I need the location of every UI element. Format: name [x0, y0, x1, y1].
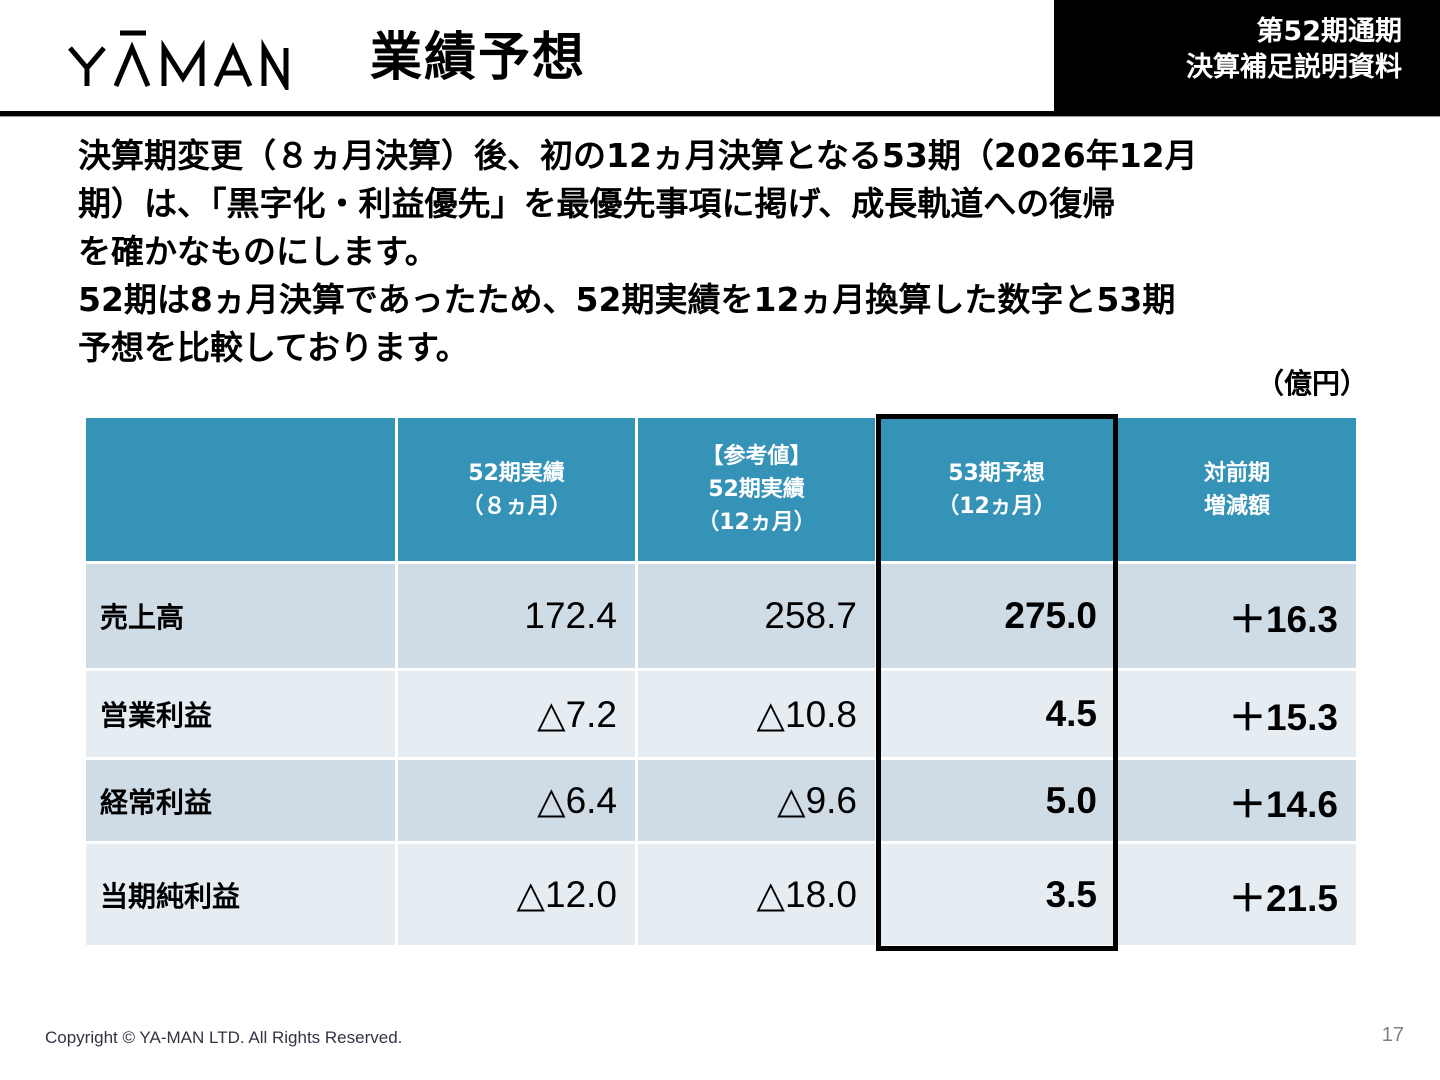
- report-badge-line2: 決算補足説明資料: [1186, 52, 1402, 83]
- yaman-logo-icon: [68, 30, 289, 90]
- cell-actual-8m: △7.2: [398, 671, 638, 760]
- cell-actual-12m-ref: △10.8: [638, 671, 878, 760]
- cell-actual-12m-ref: △9.6: [638, 760, 878, 844]
- table-header-row: 52期実績 （８ヵ月） 【参考値】 52期実績 （12ヵ月） 53期予想 （12…: [86, 418, 1356, 564]
- cell-yoy-change: ＋15.3: [1118, 671, 1356, 760]
- header-divider: [0, 111, 1440, 116]
- intro-line: 期）は、「黒字化・利益優先」を最優先事項に掲げ、成長軌道への復帰: [78, 184, 1116, 223]
- table-row: 営業利益 △7.2 △10.8 4.5 ＋15.3: [86, 671, 1356, 760]
- intro-line: 52期は8ヵ月決算であったため、52期実績を12ヵ月換算した数字と53期: [78, 280, 1176, 319]
- cell-forecast-53: 3.5: [878, 844, 1118, 948]
- header-cell-52-actual-12m-ref: 【参考値】 52期実績 （12ヵ月）: [638, 418, 878, 564]
- slide-header: 業績予想 第52期通期 決算補足説明資料: [0, 0, 1440, 117]
- cell-forecast-53: 275.0: [878, 564, 1118, 671]
- table-row: 経常利益 △6.4 △9.6 5.0 ＋14.6: [86, 760, 1356, 844]
- cell-actual-12m-ref: 258.7: [638, 564, 878, 671]
- cell-forecast-53: 5.0: [878, 760, 1118, 844]
- intro-line: を確かなものにします。: [78, 232, 438, 271]
- row-label: 売上高: [86, 564, 398, 671]
- cell-actual-8m: 172.4: [398, 564, 638, 671]
- header-cell-52-actual-8m: 52期実績 （８ヵ月）: [398, 418, 638, 564]
- table-row: 売上高 172.4 258.7 275.0 ＋16.3: [86, 564, 1356, 671]
- forecast-table: 52期実績 （８ヵ月） 【参考値】 52期実績 （12ヵ月） 53期予想 （12…: [86, 418, 1356, 948]
- cell-yoy-change: ＋14.6: [1118, 760, 1356, 844]
- row-label: 当期純利益: [86, 844, 398, 948]
- yaman-logo: [68, 30, 290, 90]
- cell-actual-12m-ref: △18.0: [638, 844, 878, 948]
- cell-yoy-change: ＋16.3: [1118, 564, 1356, 671]
- header-cell-53-forecast: 53期予想 （12ヵ月）: [878, 418, 1118, 564]
- header-cell-yoy-change: 対前期 増減額: [1118, 418, 1356, 564]
- page-title: 業績予想: [370, 28, 587, 88]
- cell-forecast-53: 4.5: [878, 671, 1118, 760]
- header-cell-item: [86, 418, 398, 564]
- table-row: 当期純利益 △12.0 △18.0 3.5 ＋21.5: [86, 844, 1356, 948]
- intro-line: 予想を比較しております。: [78, 328, 469, 367]
- cell-actual-8m: △6.4: [398, 760, 638, 844]
- cell-yoy-change: ＋21.5: [1118, 844, 1356, 948]
- header-divider-shadow: [0, 116, 1440, 117]
- intro-line: 決算期変更（８ヵ月決算）後、初の12ヵ月決算となる53期（2026年12月: [78, 136, 1198, 175]
- report-badge-line1: 第52期通期: [1256, 16, 1402, 47]
- intro-paragraph: 決算期変更（８ヵ月決算）後、初の12ヵ月決算となる53期（2026年12月 期）…: [78, 132, 1398, 372]
- report-badge: 第52期通期 決算補足説明資料: [1054, 0, 1440, 112]
- row-label: 営業利益: [86, 671, 398, 760]
- copyright-notice: Copyright © YA-MAN LTD. All Rights Reser…: [45, 1028, 403, 1047]
- row-label: 経常利益: [86, 760, 398, 844]
- page-number: 17: [1381, 1024, 1404, 1046]
- unit-label: （億円）: [1255, 367, 1368, 400]
- cell-actual-8m: △12.0: [398, 844, 638, 948]
